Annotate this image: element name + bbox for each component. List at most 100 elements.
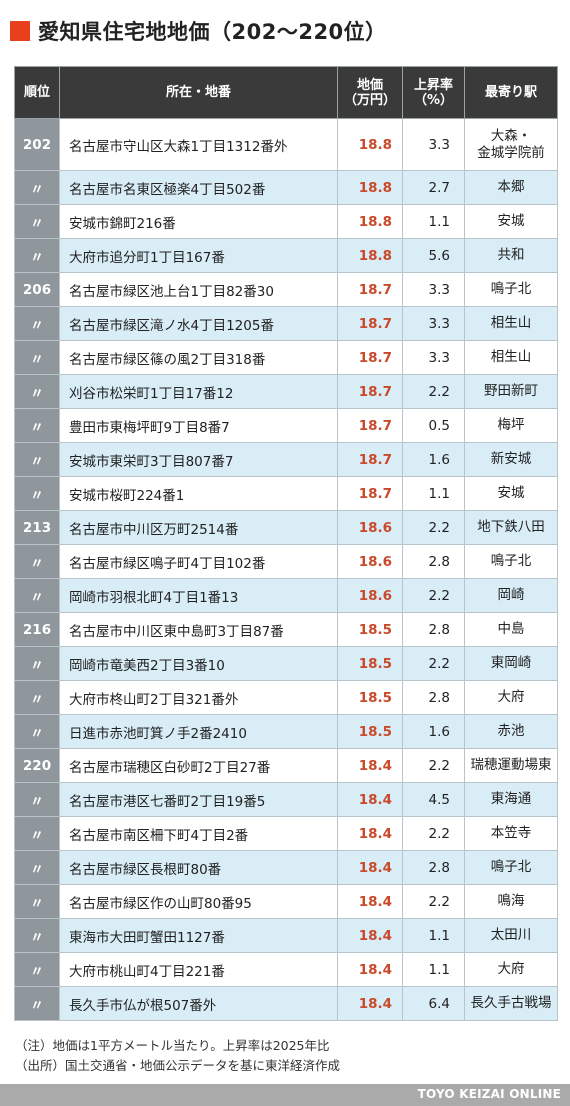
price-cell: 18.4: [337, 884, 403, 919]
rate-cell: 2.8: [402, 850, 465, 885]
address-cell: 安城市桜町224番1: [59, 476, 338, 511]
table-body: 202 名古屋市守山区大森1丁目1312番外 18.8 3.3 大森・ 金城学院前〃名古屋…: [14, 118, 558, 1021]
price-cell: 18.6: [337, 510, 403, 545]
rank-cell: 202: [14, 118, 60, 171]
station-line1: 鳴子北: [490, 553, 532, 569]
rank-cell: 〃: [14, 442, 60, 477]
rank-cell: 〃: [14, 374, 60, 409]
rank-cell: 〃: [14, 578, 60, 613]
station-cell: 本笠寺: [464, 816, 558, 851]
station-cell: 安城: [464, 476, 558, 511]
address-cell: 大府市柊山町2丁目321番外: [59, 680, 338, 715]
price-cell: 18.7: [337, 408, 403, 443]
address-cell: 名古屋市緑区鳴子町4丁目102番: [59, 544, 338, 579]
address-cell: 大府市桃山町4丁目221番: [59, 952, 338, 987]
rank-cell: 〃: [14, 850, 60, 885]
station-line1: 鳴子北: [490, 281, 532, 297]
rank-cell: 〃: [14, 204, 60, 239]
rate-cell: 1.6: [402, 714, 465, 749]
rate-cell: 2.2: [402, 374, 465, 409]
station-cell: 中島: [464, 612, 558, 647]
table-row: 〃安城市錦町216番 18.8 1.1 安城: [14, 204, 558, 239]
station-line1: 本郷: [497, 179, 525, 195]
station-cell: 長久手古戦場: [464, 986, 558, 1021]
table-header-row: 順位 所在・地番 地価 （万円） 上昇率 （%） 最寄り駅: [14, 66, 558, 119]
station-line1: 鳴子北: [490, 859, 532, 875]
station-cell: 東岡崎: [464, 646, 558, 681]
page-title: 愛知県住宅地地価（202〜220位）: [38, 20, 387, 44]
rate-cell: 2.7: [402, 170, 465, 205]
price-cell: 18.4: [337, 748, 403, 783]
rank-cell: 206: [14, 272, 60, 307]
table-row: 〃大府市桃山町4丁目221番 18.4 1.1 大府: [14, 952, 558, 987]
station-line1: 大森・: [490, 127, 532, 144]
table-row: 〃刈谷市松栄町1丁目17番12 18.7 2.2 野田新町: [14, 374, 558, 409]
address-cell: 名古屋市緑区滝ノ水4丁目1205番: [59, 306, 338, 341]
rate-cell: 3.3: [402, 340, 465, 375]
station-line1: 野田新町: [484, 383, 538, 399]
rank-cell: 〃: [14, 408, 60, 443]
header-rate-line1: 上昇率: [413, 77, 453, 93]
address-cell: 長久手市仏が根507番外: [59, 986, 338, 1021]
station-cell: 共和: [464, 238, 558, 273]
address-cell: 日進市赤池町箕ノ手2番2410: [59, 714, 338, 749]
header-price: 地価 （万円）: [337, 66, 403, 119]
address-cell: 名古屋市瑞穂区白砂町2丁目27番: [59, 748, 338, 783]
rate-cell: 3.3: [402, 118, 465, 171]
price-cell: 18.5: [337, 612, 403, 647]
ranking-table: 順位 所在・地番 地価 （万円） 上昇率 （%） 最寄り駅 202 名古屋市守山区…: [14, 66, 558, 1021]
rank-cell: 〃: [14, 952, 60, 987]
price-cell: 18.7: [337, 272, 403, 307]
address-cell: 刈谷市松栄町1丁目17番12: [59, 374, 338, 409]
rank-cell: 〃: [14, 714, 60, 749]
table-row: 〃名古屋市南区柵下町4丁目2番 18.4 2.2 本笠寺: [14, 816, 558, 851]
price-cell: 18.6: [337, 544, 403, 579]
rank-cell: 〃: [14, 918, 60, 953]
station-line1: 梅坪: [497, 417, 525, 433]
station-line1: 赤池: [497, 723, 525, 739]
table-row: 〃東海市大田町蟹田1127番 18.4 1.1 太田川: [14, 918, 558, 953]
rate-cell: 2.2: [402, 816, 465, 851]
table-row: 〃安城市東栄町3丁目807番7 18.7 1.6 新安城: [14, 442, 558, 477]
rate-cell: 1.1: [402, 476, 465, 511]
table-row: 220 名古屋市瑞穂区白砂町2丁目27番 18.4 2.2 瑞穂運動場東: [14, 748, 558, 783]
rate-cell: 3.3: [402, 272, 465, 307]
address-cell: 名古屋市南区柵下町4丁目2番: [59, 816, 338, 851]
station-line1: 長久手古戦場: [470, 995, 552, 1011]
station-line1: 大府: [497, 961, 525, 977]
footer-bar: TOYO KEIZAI ONLINE: [0, 1084, 570, 1106]
table-row: 202 名古屋市守山区大森1丁目1312番外 18.8 3.3 大森・ 金城学院前: [14, 118, 558, 171]
address-cell: 名古屋市緑区長根町80番: [59, 850, 338, 885]
station-line1: 大府: [497, 689, 525, 705]
address-cell: 東海市大田町蟹田1127番: [59, 918, 338, 953]
price-cell: 18.7: [337, 374, 403, 409]
station-cell: 岡崎: [464, 578, 558, 613]
address-cell: 名古屋市緑区作の山町80番95: [59, 884, 338, 919]
station-line1: 安城: [497, 213, 525, 229]
rank-cell: 〃: [14, 544, 60, 579]
table-row: 〃豊田市東梅坪町9丁目8番7 18.7 0.5 梅坪: [14, 408, 558, 443]
table-row: 〃岡崎市竜美西2丁目3番10 18.5 2.2 東岡崎: [14, 646, 558, 681]
rate-cell: 2.2: [402, 646, 465, 681]
rate-cell: 4.5: [402, 782, 465, 817]
header-address: 所在・地番: [59, 66, 338, 119]
station-cell: 梅坪: [464, 408, 558, 443]
rank-cell: 〃: [14, 884, 60, 919]
source-line: （出所）国土交通省・地価公示データを基に東洋経済作成: [15, 1058, 341, 1073]
rank-cell: 〃: [14, 170, 60, 205]
price-cell: 18.5: [337, 646, 403, 681]
address-cell: 安城市錦町216番: [59, 204, 338, 239]
station-cell: 大府: [464, 680, 558, 715]
station-cell: 大森・ 金城学院前: [464, 118, 558, 171]
table-row: 〃日進市赤池町箕ノ手2番2410 18.5 1.6 赤池: [14, 714, 558, 749]
station-cell: 相生山: [464, 306, 558, 341]
price-cell: 18.8: [337, 238, 403, 273]
price-cell: 18.8: [337, 118, 403, 171]
price-cell: 18.5: [337, 714, 403, 749]
price-cell: 18.7: [337, 306, 403, 341]
price-cell: 18.4: [337, 918, 403, 953]
price-cell: 18.6: [337, 578, 403, 613]
address-cell: 岡崎市竜美西2丁目3番10: [59, 646, 338, 681]
address-cell: 名古屋市名東区極楽4丁目502番: [59, 170, 338, 205]
address-cell: 名古屋市中川区東中島町3丁目87番: [59, 612, 338, 647]
